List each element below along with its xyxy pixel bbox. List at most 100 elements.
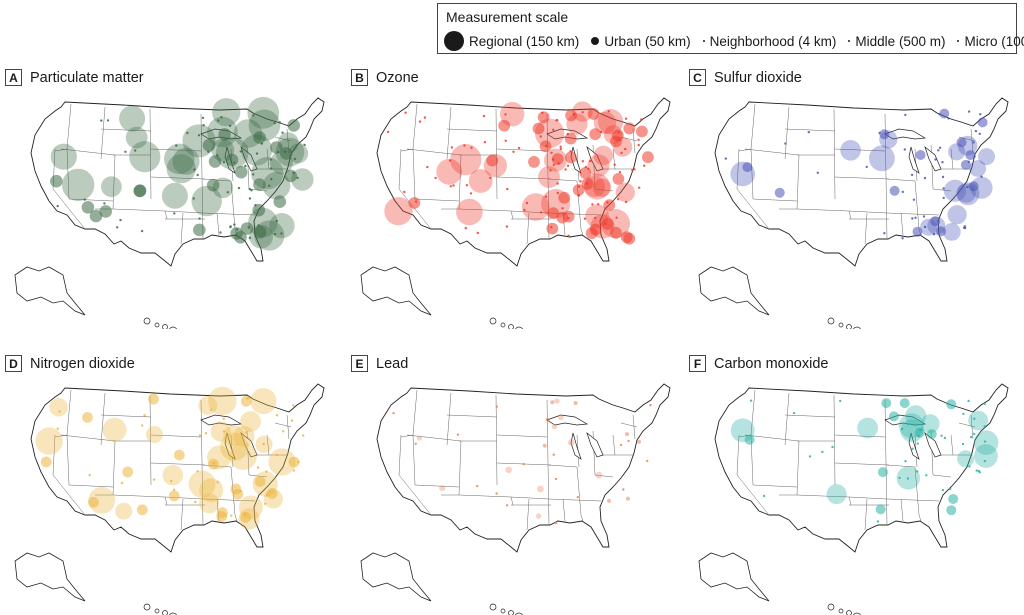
monitor-site	[126, 127, 148, 149]
monitor-site	[558, 415, 564, 421]
monitor-site	[169, 491, 180, 502]
monitor-site	[89, 474, 91, 476]
monitor-site	[725, 157, 727, 159]
hawaii-island	[501, 323, 505, 327]
monitor-site	[916, 470, 918, 472]
monitor-site	[476, 485, 478, 487]
monitor-site	[198, 396, 217, 415]
monitor-site	[241, 396, 252, 407]
hawaii-island	[847, 325, 852, 330]
monitor-site	[239, 496, 263, 520]
monitor-site	[124, 151, 126, 153]
monitor-site	[174, 450, 185, 461]
monitor-site	[974, 430, 999, 455]
monitor-site	[827, 484, 847, 504]
monitor-site	[540, 135, 542, 137]
monitor-site	[233, 223, 235, 225]
monitor-site	[638, 144, 640, 146]
monitor-site	[162, 183, 188, 209]
monitor-site	[564, 168, 566, 170]
monitor-site	[869, 145, 895, 171]
monitor-site	[197, 174, 199, 176]
hawaii-island	[515, 327, 523, 329]
panel-letter: D	[5, 355, 22, 372]
monitor-site	[554, 398, 560, 404]
monitor-site	[978, 117, 988, 127]
monitor-site	[172, 148, 199, 175]
monitor-site	[555, 522, 557, 524]
monitor-site	[565, 152, 577, 164]
monitor-site	[898, 477, 900, 479]
monitor-site	[282, 430, 284, 432]
monitor-site	[202, 117, 204, 119]
monitor-site	[962, 443, 964, 445]
monitor-site	[49, 398, 68, 417]
monitor-site	[573, 113, 575, 115]
hawaii-island	[144, 318, 150, 324]
monitor-site	[241, 222, 254, 235]
monitor-site	[943, 223, 961, 241]
monitor-site	[210, 409, 212, 411]
monitor-site	[633, 168, 635, 170]
monitor-site	[107, 119, 109, 121]
monitor-site	[942, 176, 944, 178]
hawaii-island	[839, 323, 843, 327]
monitor-site	[522, 463, 524, 465]
monitor-site	[233, 161, 235, 163]
monitor-site	[546, 418, 550, 422]
monitor-site	[817, 172, 819, 174]
legend-label-neighborhood: Neighborhood (4 km)	[710, 34, 837, 49]
monitor-site	[552, 424, 558, 430]
monitor-site	[979, 113, 981, 115]
monitor-site	[968, 161, 970, 163]
monitor-site	[506, 504, 508, 506]
monitor-site	[417, 435, 422, 440]
monitor-site	[263, 443, 265, 445]
monitor-site	[543, 444, 547, 448]
us-outline	[715, 384, 1008, 552]
monitor-site	[217, 507, 228, 518]
hawaii-island	[847, 611, 852, 615]
hawaii-island	[155, 609, 159, 613]
monitor-site	[552, 153, 564, 165]
monitor-site	[419, 120, 421, 122]
monitor-site	[968, 411, 988, 431]
hawaii-island	[853, 327, 861, 329]
monitor-site	[979, 471, 981, 473]
monitor-site	[878, 467, 888, 477]
monitor-site	[917, 442, 919, 444]
legend-item-micro: Micro (100 m)	[957, 34, 1024, 49]
monitor-site	[506, 225, 508, 227]
monitor-site	[763, 495, 765, 497]
monitor-site	[594, 112, 616, 134]
monitor-site	[392, 412, 394, 414]
monitor-site	[904, 114, 906, 116]
neighborhood-dot-icon	[703, 40, 705, 42]
monitor-site	[173, 489, 175, 491]
monitor-site	[268, 448, 295, 475]
monitor-site	[194, 501, 196, 503]
monitor-site	[274, 195, 287, 208]
monitor-site	[550, 400, 554, 404]
panel-ozone: B Ozone	[351, 69, 681, 329]
monitor-site	[976, 469, 978, 471]
monitor-site	[536, 513, 541, 518]
monitor-site	[143, 414, 145, 416]
monitor-site	[584, 218, 586, 220]
monitor-site	[387, 131, 389, 133]
monitor-site	[141, 424, 143, 426]
hawaii-island	[839, 609, 843, 613]
panel-header: F Carbon monoxide	[689, 355, 828, 372]
monitor-site	[621, 231, 633, 243]
monitor-site	[911, 217, 913, 219]
monitor-site	[146, 426, 163, 443]
monitor-site	[546, 223, 558, 235]
monitor-site	[62, 169, 94, 201]
monitor-site	[550, 226, 552, 228]
monitor-site	[148, 394, 159, 405]
monitor-site	[264, 503, 266, 505]
panel-header: A Particulate matter	[5, 69, 144, 86]
hawaii-island	[501, 609, 505, 613]
monitor-site	[452, 184, 454, 186]
monitor-site	[565, 133, 577, 145]
